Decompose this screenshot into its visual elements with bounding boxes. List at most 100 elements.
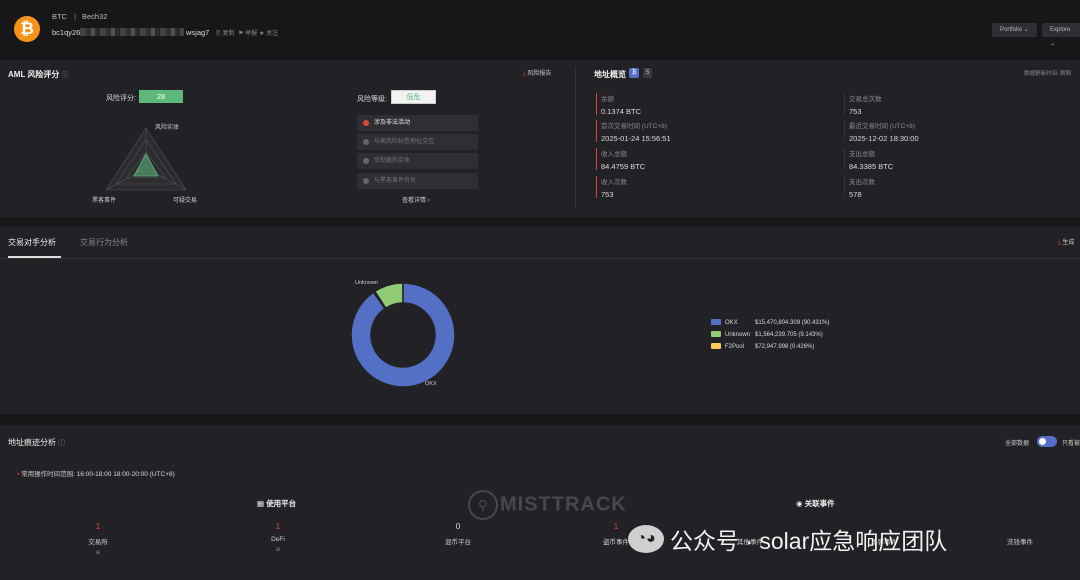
stat-label: DeFi	[271, 536, 285, 543]
stat-number: 0	[455, 522, 461, 531]
ov-label: 最近交易时间 (UTC+8)	[849, 123, 915, 130]
btc-logo: ₿	[14, 16, 40, 42]
risk-report-link[interactable]: ⤓ 风险报告	[523, 68, 551, 78]
legend-name: F2Pool	[725, 344, 745, 350]
aml-title: AML 风险评分 ⓘ	[8, 69, 69, 80]
portfolio-label: Portfolio	[1000, 27, 1023, 33]
wechat-icon: ◔◕	[628, 525, 664, 553]
ov-value: 753	[849, 107, 862, 116]
donut-label-unknown: Unknown	[355, 280, 378, 286]
platform-title: ▦ 使用平台	[257, 498, 296, 509]
stat-mixer[interactable]: 0 混币平台	[428, 522, 488, 546]
ov-income-count: 收入次数 753	[596, 176, 627, 199]
stat-label: 洗钱事件	[1007, 539, 1033, 546]
platform-title-text: 使用平台	[266, 499, 297, 508]
legend-amount: $15,470,804.309 (90.431%)	[755, 320, 830, 326]
misttrack-watermark: ⚲ MISTTRACK	[468, 490, 627, 520]
risk-item-sanctioned[interactable]: 受制裁的实体	[357, 153, 478, 169]
update-time: 数据更新时间: 刚刚	[1024, 71, 1072, 77]
radar-label-risk-entity: 风险实体	[155, 125, 180, 131]
time-range-value: 16:00-18:00 18:00-20:00 (UTC+8)	[76, 471, 175, 478]
stat-defi[interactable]: 1 DeFi ⊕	[248, 522, 308, 553]
tab-behavior[interactable]: 交易行为分析	[80, 238, 128, 247]
slice-okx[interactable]	[350, 282, 456, 388]
ov-label: 交易总次数	[849, 96, 882, 103]
stat-label: 混币平台	[445, 539, 471, 546]
score-value: 28	[139, 90, 183, 103]
time-range-label: 常用操作时间范围:	[21, 471, 75, 478]
stat-other[interactable]: 其他事件	[720, 522, 780, 546]
ov-value: 84.4759 BTC	[601, 162, 646, 171]
trace-title-text: 地址痕迹分析	[8, 438, 56, 447]
report-button[interactable]: ⚑ 举报	[238, 28, 257, 37]
ov-balance: 余额 0.1374 BTC	[596, 93, 642, 116]
portfolio-button[interactable]: Portfolio ⌄	[992, 23, 1037, 37]
stat-number	[990, 522, 1050, 531]
wechat-watermark: ◔◕ 公众号 · solar应急响应团队	[628, 522, 947, 556]
risk-report-label: 风险报告	[527, 71, 552, 77]
stat-number: 1	[275, 522, 281, 531]
legend-f2pool[interactable]: F2Pool $72,947.998 (0.426%)	[711, 343, 814, 353]
flag-icon: ⚑	[238, 31, 244, 37]
event-title: ◉ 关联事件	[796, 498, 835, 509]
generate-link[interactable]: ⤓ 生成	[1058, 237, 1074, 247]
explore-label: Explore	[1050, 27, 1071, 33]
toggle-right-label: 只看被	[1062, 441, 1080, 447]
stat-laundering[interactable]: 洗钱事件	[990, 522, 1050, 546]
details-link[interactable]: 查看详情 ›	[402, 198, 430, 204]
legend-name: OKX	[725, 320, 738, 326]
stat-label: 盗币事件	[603, 539, 629, 546]
legend-unknown[interactable]: Unknown $1,564,239.705 (9.143%)	[711, 331, 823, 341]
legend-swatch	[711, 343, 721, 349]
risk-item-hack[interactable]: 与黑客事件有关	[357, 173, 478, 189]
ov-label: 首次交易时间 (UTC+8)	[601, 123, 667, 130]
tab-counterparty[interactable]: 交易对手分析	[8, 238, 56, 247]
ov-last-tx: 最近交易时间 (UTC+8) 2025-12-02 18:30:00	[844, 120, 919, 143]
plus-icon[interactable]: ⊕	[275, 547, 281, 553]
risk-item-illegal[interactable]: 涉及非法活动	[357, 115, 478, 131]
ov-first-tx: 首次交易时间 (UTC+8) 2025-01-24 15:56:51	[596, 120, 671, 143]
tab-divider	[0, 258, 1080, 259]
stat-exchange[interactable]: 1 交易所 ⊕	[68, 522, 128, 556]
stat-theft[interactable]: 1 盗币事件	[586, 522, 646, 546]
legend-okx[interactable]: OKX $15,470,804.309 (90.431%)	[711, 319, 829, 329]
download-icon: ⤓	[1058, 240, 1061, 246]
chevron-down-icon: ⌄	[1050, 41, 1056, 47]
aml-panel	[0, 60, 1080, 217]
address-tail[interactable]: wsjag7	[186, 28, 210, 37]
risk-item-high-risk[interactable]: 与高风险标签地址交互	[357, 134, 478, 150]
download-icon: ⤓	[523, 71, 526, 77]
star-icon: ★	[259, 31, 265, 37]
data-toggle[interactable]	[1037, 436, 1057, 447]
stat-label: 黑客事件	[871, 539, 897, 546]
panel-divider	[575, 66, 576, 208]
ov-label: 支出总额	[849, 151, 875, 158]
copy-button[interactable]: ⎘ 复制	[216, 28, 235, 38]
ov-value: 2025-12-02 18:30:00	[849, 134, 919, 143]
explore-button[interactable]: Explore ⌄	[1042, 23, 1080, 47]
copy-label: 复制	[222, 31, 235, 37]
ov-value: 753	[601, 190, 614, 199]
info-icon[interactable]: ⓘ	[61, 72, 69, 79]
plus-icon[interactable]: ⊕	[95, 550, 101, 556]
stat-label: 交易所	[88, 539, 108, 546]
address-text[interactable]: bc1qy26	[52, 28, 81, 37]
time-range: • 常用操作时间范围: 16:00-18:00 18:00-20:00 (UTC…	[17, 468, 175, 478]
address-type: Bech32	[82, 12, 108, 21]
slice-f2pool[interactable]	[372, 290, 387, 310]
coin-name: BTC	[52, 12, 67, 21]
level-value: 低危	[391, 90, 436, 104]
radar-area	[133, 153, 159, 177]
ov-label: 收入总额	[601, 151, 627, 158]
stat-hack[interactable]: 黑客事件	[854, 522, 914, 546]
copy-icon: ⎘	[216, 31, 221, 37]
ov-label: 收入次数	[601, 179, 627, 186]
analysis-panel	[0, 227, 1080, 414]
stat-label: 其他事件	[737, 539, 763, 546]
risk-item-label: 涉及非法活动	[374, 120, 411, 126]
info-icon[interactable]: ⓘ	[58, 440, 66, 447]
follow-button[interactable]: ★ 关注	[259, 28, 278, 37]
overview-count: 5	[643, 68, 653, 78]
misttrack-text: MISTTRACK	[499, 493, 627, 516]
ov-value: 0.1374 BTC	[601, 107, 642, 116]
